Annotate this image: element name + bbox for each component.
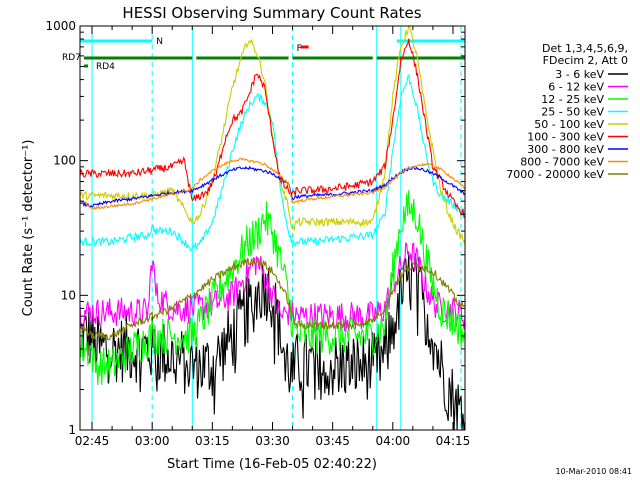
legend-entry-8: 800 - 7000 keV [520, 156, 604, 169]
legend-entry-5: 50 - 100 keV [534, 118, 604, 131]
series-line-8 [79, 157, 466, 211]
legend-entry-3: 12 - 25 keV [541, 93, 604, 106]
series-line-6 [79, 38, 465, 218]
y-axis-label: Count Rate (s⁻¹ detector⁻¹) [21, 140, 36, 317]
legend-entry-6: 100 - 300 keV [527, 131, 604, 144]
x-tick-label-6: 04:15 [436, 434, 471, 448]
annotation-label-f: F [297, 44, 302, 54]
x-tick-label-1: 03:00 [135, 434, 170, 448]
x-tick-label-5: 04:00 [376, 434, 411, 448]
annotation-label-n: N [156, 37, 163, 47]
axes: 02:45 03:00 03:15 03:30 03:45 04:00 04:15 1 10 10… [45, 19, 470, 448]
x-axis-label: Start Time (16-Feb-05 02:40:22) [167, 457, 377, 472]
series-line-5 [79, 24, 466, 244]
legend-entry-1: 3 - 6 keV [555, 68, 604, 81]
x-tick-label-2: 03:15 [195, 434, 230, 448]
y-tick-label-1: 10 [61, 288, 76, 302]
x-tick-label-4: 03:45 [315, 434, 350, 448]
legend-header-0: Det 1,3,4,5,6,9, [542, 42, 628, 55]
plot-area: N F RD7 RD4 [62, 24, 466, 431]
y-tick-label-3: 1000 [45, 19, 76, 33]
y-tick-label-0: 1 [68, 423, 76, 437]
legend: Det 1,3,4,5,6,9,FDecim 2, Att 03 - 6 keV… [506, 42, 628, 181]
chart-title: HESSI Observing Summary Count Rates [122, 4, 421, 22]
legend-entry-4: 25 - 50 keV [541, 106, 604, 119]
annotation-label-rd4: RD4 [96, 62, 115, 72]
series-line-3 [79, 190, 466, 386]
plot-frame [79, 25, 466, 431]
x-tick-label-3: 03:30 [255, 434, 290, 448]
legend-entry-9: 7000 - 20000 keV [506, 168, 604, 181]
footer-timestamp: 10-Mar-2010 08:41 [556, 467, 633, 476]
legend-header-1: FDecim 2, Att 0 [543, 54, 628, 67]
y-tick-label-2: 100 [53, 154, 76, 168]
legend-entry-7: 300 - 800 keV [527, 143, 604, 156]
series-line-4 [79, 73, 466, 252]
series-line-9 [79, 257, 466, 341]
x-tick-label-0: 02:45 [75, 434, 110, 448]
annotation-label-rd7: RD7 [62, 53, 81, 63]
legend-entry-2: 6 - 12 keV [548, 81, 604, 94]
series-line-2 [79, 242, 466, 332]
